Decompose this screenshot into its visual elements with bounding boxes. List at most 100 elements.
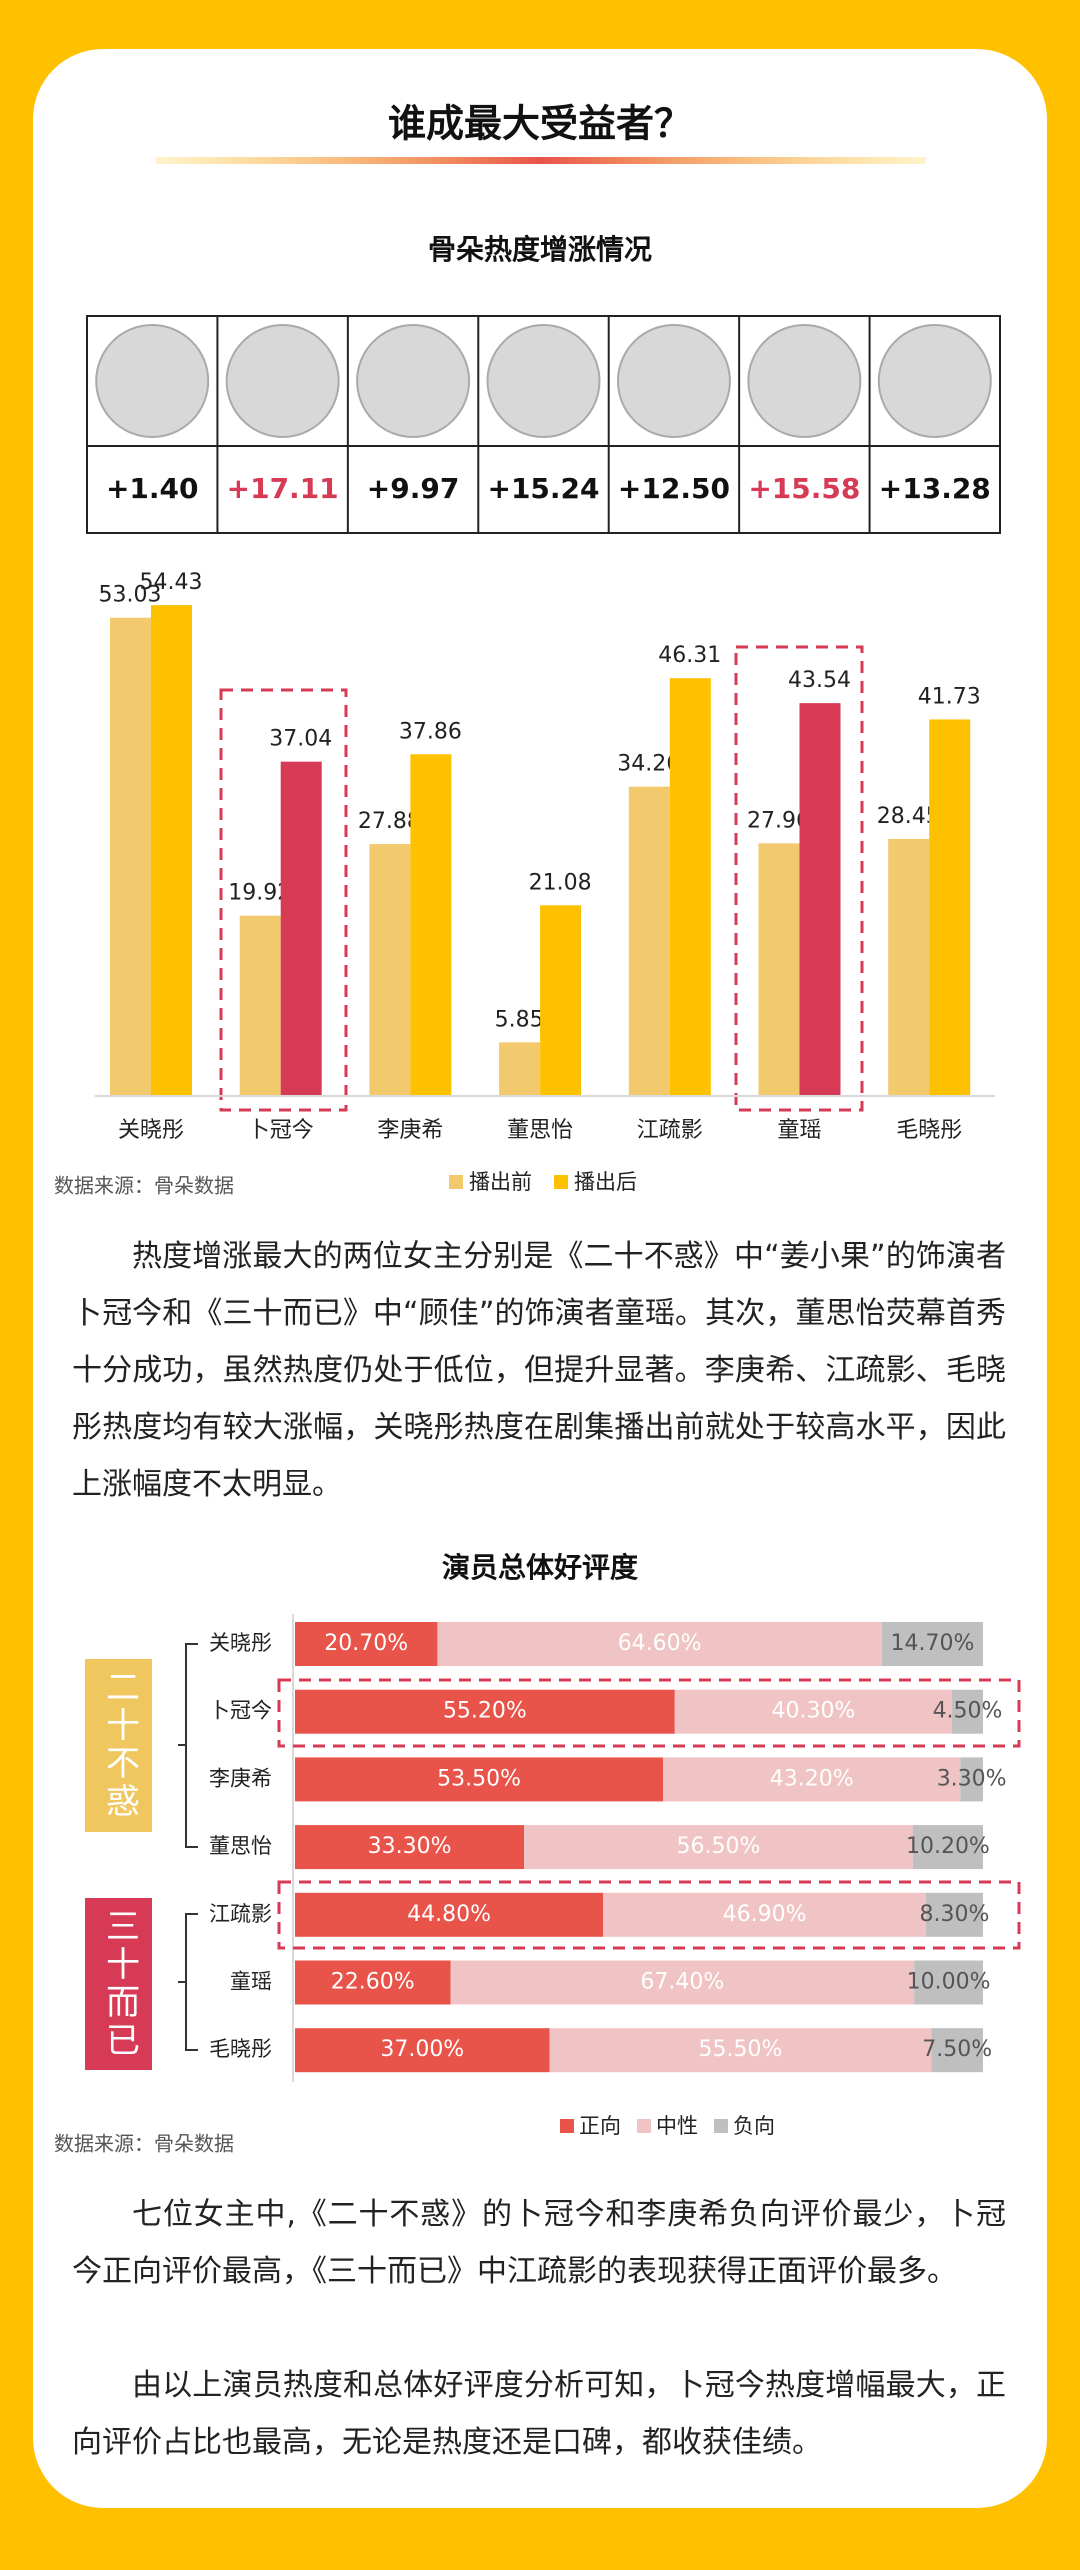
avatar	[877, 324, 992, 438]
bar	[499, 1042, 541, 1095]
bar-segment	[295, 1892, 604, 1937]
value-label: 3.30%	[937, 1766, 1007, 1791]
bar-segment	[295, 1622, 438, 1666]
value-label: 43.54	[788, 668, 851, 693]
value-label: 21.08	[529, 870, 592, 895]
x-tick-label: 卜冠今	[248, 1118, 314, 1143]
value-label: 54.43	[140, 570, 203, 595]
bar-segment	[912, 1825, 983, 1870]
bar	[628, 786, 670, 1095]
legend-swatch	[554, 1175, 568, 1189]
value-label: 19.92	[228, 881, 291, 906]
y-tick-label: 卜冠今	[209, 1699, 272, 1723]
increase-label: +1.40	[106, 472, 199, 505]
value-label: 10.00%	[907, 1970, 991, 1995]
value-label: 22.60%	[331, 1970, 415, 1995]
bar-segment	[295, 1689, 675, 1734]
paragraph: 由以上演员热度和总体好评度分析可知，卜冠今热度增幅最大，正向评价占比也最高，无论…	[72, 2368, 1006, 2460]
bar-segment	[674, 1689, 953, 1734]
increase-label: +17.11	[227, 472, 339, 505]
avatar	[95, 324, 210, 438]
value-label: 43.20%	[770, 1766, 854, 1791]
bar-segment	[881, 1622, 983, 1666]
value-label: 33.30%	[368, 1834, 452, 1859]
value-label: 55.50%	[699, 2037, 783, 2062]
bar	[151, 605, 192, 1095]
legend-swatch	[637, 2119, 651, 2133]
bar	[540, 905, 582, 1095]
value-label: 37.86	[399, 719, 462, 744]
value-label: 37.04	[269, 727, 332, 752]
y-tick-label: 江疏影	[209, 1902, 272, 1926]
bar-segment	[931, 2028, 983, 2073]
bar-segment	[549, 2028, 932, 2073]
source: 数据来源：骨朵数据	[54, 2132, 234, 2156]
value-label: 67.40%	[640, 1970, 724, 1995]
x-tick-label: 童瑶	[777, 1118, 821, 1143]
value-label: 14.70%	[890, 1631, 974, 1656]
legend-swatch	[560, 2119, 574, 2133]
value-label: 8.30%	[920, 1902, 990, 1927]
page-title: 谁成最大受益者？	[388, 102, 692, 146]
x-tick-label: 江疏影	[637, 1118, 703, 1143]
group-label: 二十不惑	[100, 1669, 140, 1821]
value-label: 27.88	[358, 809, 421, 834]
increase-label: +15.58	[748, 472, 860, 505]
bar	[758, 843, 800, 1095]
value-label: 46.31	[658, 643, 721, 668]
legend-label: 中性	[656, 2114, 698, 2138]
value-label: 27.96	[747, 808, 810, 833]
bar-segment	[524, 1825, 913, 1870]
value-label: 40.30%	[771, 1699, 855, 1724]
value-label: 46.90%	[723, 1902, 807, 1927]
x-tick-label: 关晓彤	[118, 1118, 184, 1143]
value-label: 53.50%	[437, 1766, 521, 1791]
x-tick-label: 毛晓彤	[896, 1118, 962, 1143]
bar-segment	[952, 1689, 983, 1734]
highlight-box	[219, 688, 348, 1112]
bar-segment	[295, 1757, 664, 1802]
y-tick-label: 毛晓彤	[209, 2037, 272, 2061]
group-box	[85, 1659, 152, 1832]
bar	[929, 719, 971, 1095]
group-label: 三十而已	[100, 1908, 140, 2060]
bar	[110, 617, 151, 1095]
avatar	[616, 324, 731, 438]
y-tick-label: 童瑶	[230, 1970, 272, 1994]
bar-segment	[925, 1892, 983, 1937]
bar	[799, 703, 841, 1095]
highlight-box	[277, 1880, 1021, 1950]
value-label: 7.50%	[922, 2037, 992, 2062]
value-label: 20.70%	[324, 1631, 408, 1656]
bar-segment	[663, 1757, 961, 1802]
y-tick-label: 董思怡	[209, 1834, 272, 1858]
highlight-box	[277, 1678, 1021, 1748]
increase-label: +9.97	[367, 472, 460, 505]
value-label: 28.45	[877, 804, 940, 829]
value-label: 44.80%	[407, 1902, 491, 1927]
value-label: 4.50%	[933, 1699, 1003, 1724]
legend-label: 正向	[579, 2114, 621, 2138]
increase-label: +13.28	[879, 472, 991, 505]
y-tick-label: 李庚希	[209, 1766, 272, 1790]
value-label: 41.73	[918, 684, 981, 709]
value-label: 10.20%	[906, 1834, 990, 1859]
increase-label: +15.24	[487, 472, 599, 505]
avatar	[747, 324, 862, 438]
bar-segment	[914, 1960, 983, 2005]
bar-segment	[450, 1960, 915, 2005]
increase-label: +12.50	[618, 472, 730, 505]
legend-label: 播出后	[574, 1170, 637, 1194]
avatar	[356, 324, 471, 438]
group-box	[85, 1898, 152, 2070]
value-label: 37.00%	[380, 2037, 464, 2062]
chart-title: 骨朵热度增涨情况	[428, 233, 652, 266]
bar	[410, 754, 452, 1095]
value-label: 55.20%	[443, 1699, 527, 1724]
highlight-box	[734, 645, 864, 1112]
bar-segment	[437, 1622, 882, 1666]
legend-swatch	[449, 1175, 463, 1189]
avatar	[486, 324, 601, 438]
